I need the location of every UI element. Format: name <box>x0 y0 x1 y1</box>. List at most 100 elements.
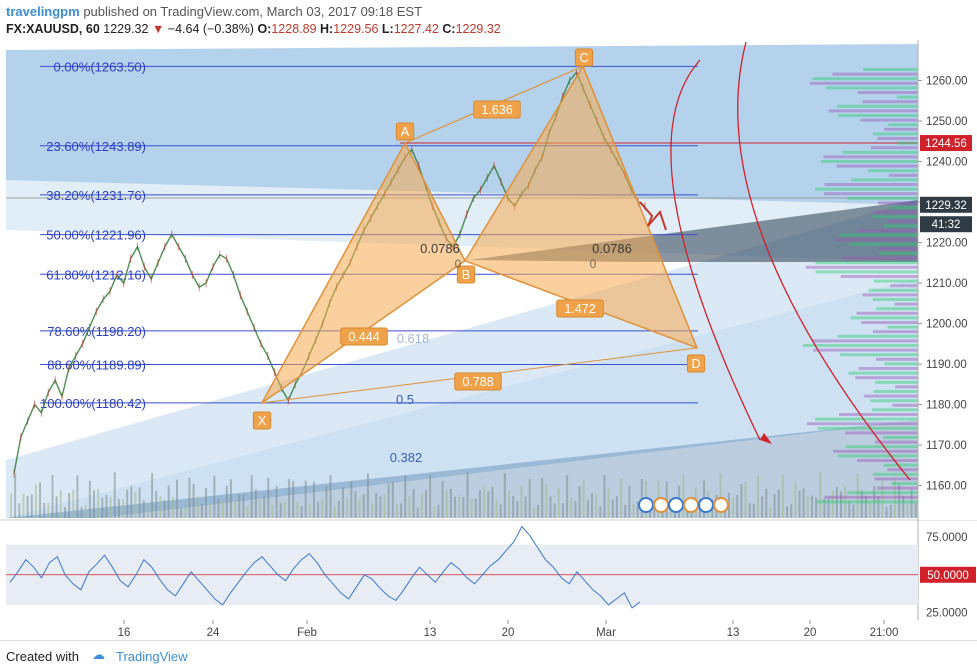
volume-bar <box>429 475 432 518</box>
time-tick-label: 20 <box>804 627 817 639</box>
price-tag: 1244.56 <box>925 138 967 150</box>
profile-bar <box>813 348 918 352</box>
rsi-scale-label: 50.0000 <box>927 570 969 582</box>
volume-bar <box>308 504 311 518</box>
volume-bar <box>566 475 569 518</box>
volume-bar <box>192 483 195 518</box>
volume-bar <box>342 487 344 518</box>
pattern-point-x-box <box>252 411 272 430</box>
profile-bar <box>872 298 918 301</box>
volume-bar <box>358 499 361 518</box>
volume-bar <box>765 488 768 518</box>
pattern-ratio: 0.0786 <box>592 241 632 256</box>
volume-bar <box>420 493 423 518</box>
volume-bar <box>599 506 602 518</box>
rsi-scale-label: 75.0000 <box>926 532 968 544</box>
volume-bar <box>76 475 79 518</box>
volume-bar <box>615 496 618 518</box>
volume-bar <box>122 499 125 518</box>
volume-bar <box>113 472 116 518</box>
volume-bar <box>184 505 187 518</box>
profile-bar <box>817 426 918 430</box>
high-value: 1229.56 <box>333 22 379 36</box>
profile-bar <box>836 164 918 168</box>
tradingview-brand[interactable]: TradingView <box>116 649 188 664</box>
pitchfork-band-upper <box>6 44 918 205</box>
price-tick-label: 1170.00 <box>926 440 967 452</box>
price-tag: 1229.32 <box>925 200 967 212</box>
volume-bar <box>225 485 228 518</box>
volume-bar <box>611 499 614 518</box>
volume-bar <box>483 486 486 518</box>
volume-bar <box>864 495 867 518</box>
volume-bar <box>499 504 502 518</box>
volume-bar <box>317 502 320 518</box>
volume-bar <box>620 478 623 518</box>
profile-bar <box>891 482 918 485</box>
volume-bar <box>130 486 133 518</box>
published-text: published on TradingView.com, March 03, … <box>83 4 423 19</box>
pattern-ratio-box <box>556 299 604 318</box>
volume-bar <box>528 479 531 518</box>
volume-bar <box>93 490 95 518</box>
volume-bar <box>852 504 855 518</box>
volume-bar <box>205 488 208 518</box>
volume-bar <box>541 478 544 518</box>
profile-bar <box>856 311 918 315</box>
volume-bar <box>213 475 216 518</box>
profile-bar <box>824 495 918 499</box>
pattern-ratio-box <box>454 372 502 391</box>
volume-bar <box>561 503 564 518</box>
profile-bar <box>855 376 918 380</box>
volume-bar <box>155 490 158 518</box>
price-tag-box <box>920 196 972 213</box>
volume-bar <box>250 475 253 518</box>
volume-bar <box>229 479 232 518</box>
volume-bar <box>786 506 789 518</box>
volume-bar <box>545 483 548 518</box>
volume-bar <box>404 475 407 518</box>
profile-bar <box>812 77 918 81</box>
profile-bar <box>840 275 918 278</box>
fib-label: 23.60%(1243.89) <box>46 139 146 154</box>
low-label: L: <box>381 22 394 36</box>
volume-bar <box>321 498 324 518</box>
volume-bar <box>869 501 872 518</box>
volume-bar <box>553 503 556 518</box>
volume-bar <box>719 473 722 518</box>
profile-bar <box>892 403 918 407</box>
price-tick-label: 1200.00 <box>926 319 968 331</box>
profile-bar <box>879 252 918 255</box>
profile-bar <box>837 454 918 458</box>
volume-bar <box>400 503 403 518</box>
down-triangle-icon: ▼ <box>151 22 165 36</box>
volume-bar <box>18 503 21 518</box>
pattern-point-c: C <box>579 51 588 65</box>
volume-bar <box>408 496 411 518</box>
profile-bar <box>847 491 918 495</box>
author-link[interactable]: travelingpm <box>6 4 80 19</box>
volume-bar <box>22 493 25 518</box>
price-tag-box <box>920 135 972 152</box>
volume-bar <box>790 504 793 518</box>
volume-bar <box>902 496 905 518</box>
profile-bar <box>870 399 918 403</box>
volume-bar <box>503 473 506 518</box>
volume-bar <box>744 481 747 518</box>
profile-bar <box>839 413 918 416</box>
volume-bar <box>761 496 764 518</box>
volume-bar <box>781 474 784 518</box>
volume-bar <box>246 506 249 518</box>
profile-bar <box>887 325 918 329</box>
arrow-head-1 <box>760 433 772 444</box>
profile-bar <box>873 390 918 393</box>
volume-bar <box>105 494 108 518</box>
volume-bar <box>387 483 390 518</box>
profile-bar <box>873 210 918 214</box>
volume-bar <box>470 498 473 518</box>
volume-bar <box>557 488 560 518</box>
profile-bar <box>890 284 918 288</box>
price-chart[interactable]: 0.00%(1263.50) 23.60%(1243.89) 38.20%(1231… <box>0 40 977 640</box>
volume-bar <box>491 486 494 518</box>
rsi-series <box>9 525 641 609</box>
